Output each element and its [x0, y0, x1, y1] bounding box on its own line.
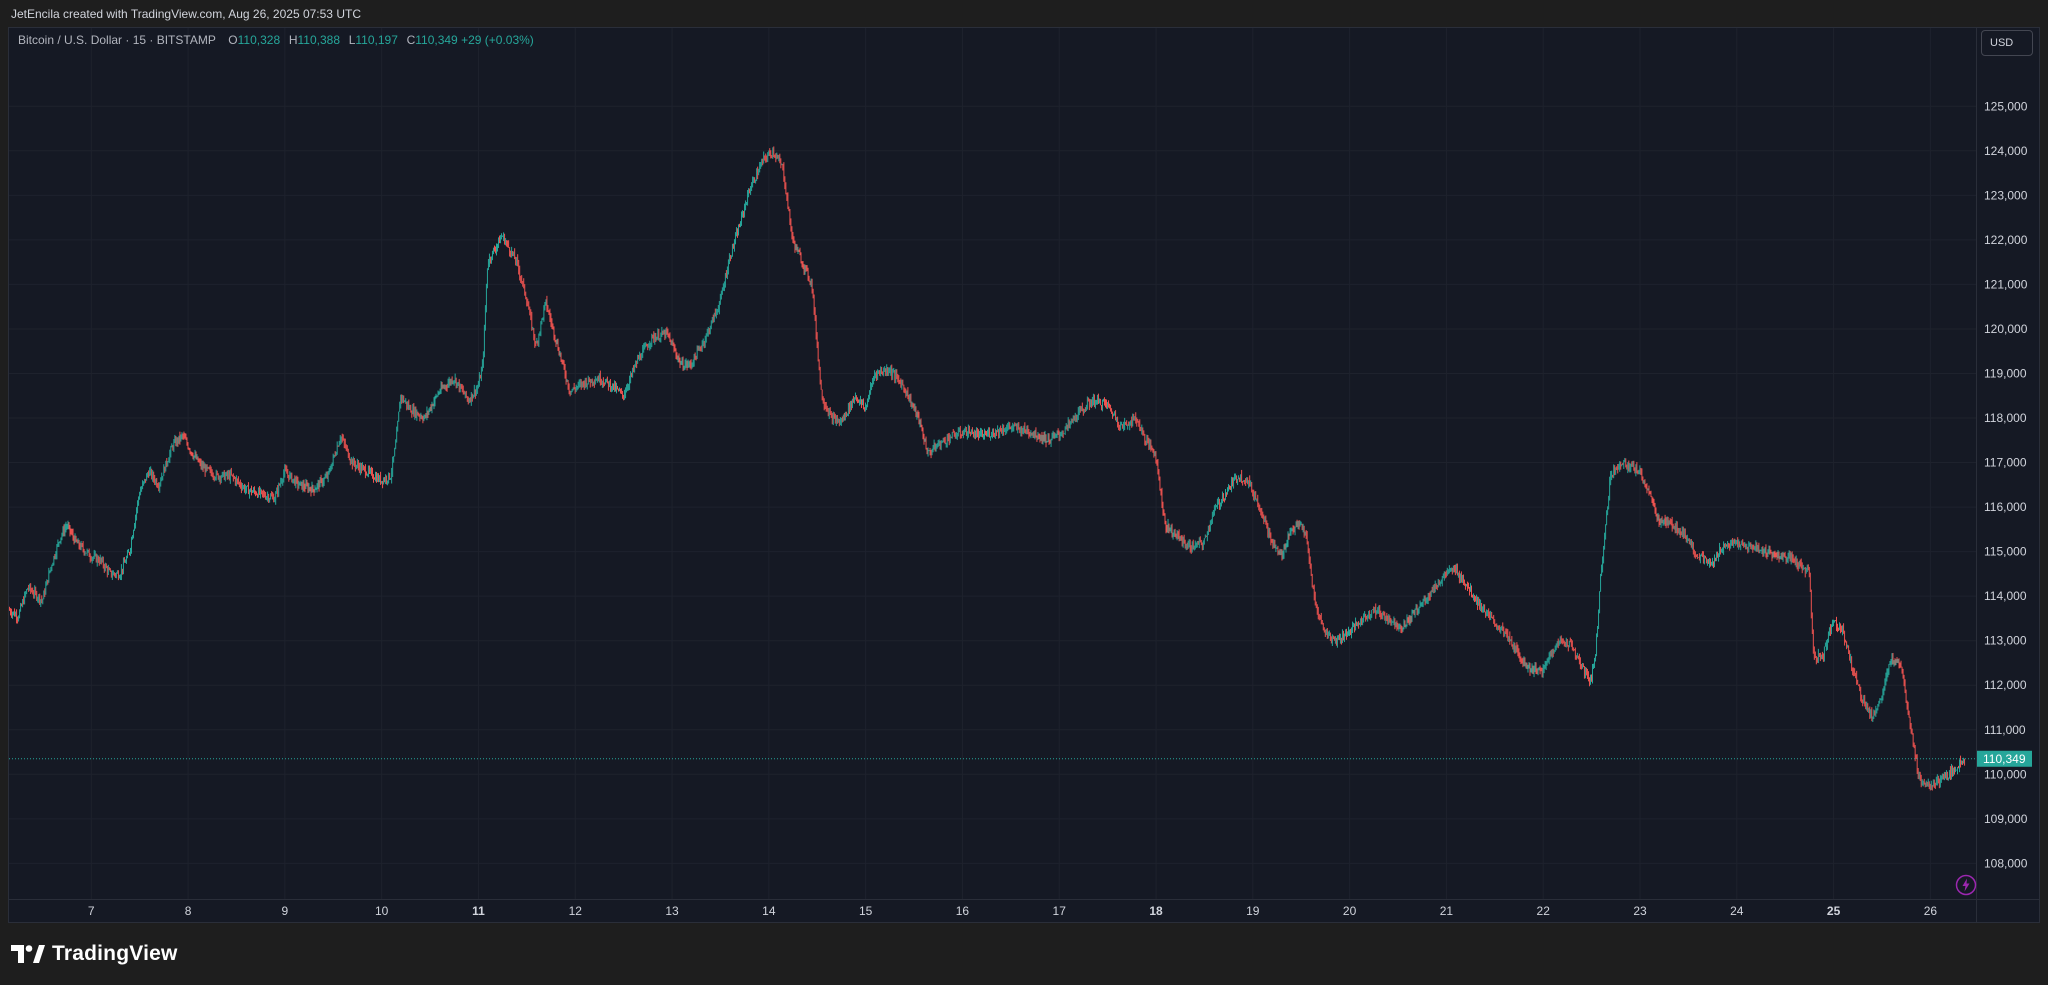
tradingview-wordmark: TradingView: [52, 942, 178, 965]
price-chart[interactable]: 108,000 109,000 110,000 111,000 112,000 113,0…: [9, 28, 2039, 922]
time-tick-label: 23: [1633, 904, 1647, 918]
price-tick-label: 114,000: [1984, 589, 2027, 603]
time-axis[interactable]: 7 8 9 10 11 12 13 14 15 16 17 18 19 20 21 22 23 24 25 26: [88, 904, 1937, 918]
price-tick-label: 118,000: [1984, 411, 2027, 425]
time-tick-label: 9: [282, 904, 289, 918]
time-tick-label: 12: [569, 904, 583, 918]
price-tick-label: 115,000: [1984, 545, 2027, 559]
price-tick-label: 123,000: [1984, 188, 2028, 202]
price-axis[interactable]: 108,000 109,000 110,000 111,000 112,000 113,0…: [1984, 99, 2028, 870]
time-tick-label: 7: [88, 904, 95, 918]
time-tick-label: 17: [1053, 904, 1067, 918]
price-tick-label: 110,000: [1984, 767, 2027, 781]
last-price-badge-label: 110,349: [1983, 752, 2026, 766]
price-tick-label: 113,000: [1984, 634, 2027, 648]
time-tick-label: 21: [1440, 904, 1454, 918]
footer-bar: [0, 923, 2048, 985]
time-tick-label: 10: [375, 904, 389, 918]
price-tick-label: 117,000: [1984, 456, 2027, 470]
last-price-badge: 110,349: [1977, 750, 2032, 767]
chart-pane[interactable]: 108,000 109,000 110,000 111,000 112,000 113,0…: [8, 27, 2040, 923]
price-tick-label: 109,000: [1984, 812, 2028, 826]
price-tick-label: 120,000: [1984, 322, 2028, 336]
open-value: 110,328: [237, 33, 281, 47]
price-tick-label: 121,000: [1984, 277, 2028, 291]
grid-lines: [9, 28, 1976, 899]
low-label: L: [348, 33, 356, 47]
price-tick-label: 108,000: [1984, 856, 2028, 870]
price-tick-label: 125,000: [1984, 99, 2028, 113]
axis-separators: [9, 28, 2039, 922]
candles: [9, 146, 1966, 791]
change-value: +29 (+0.03%): [461, 33, 534, 47]
time-tick-label: 24: [1730, 904, 1744, 918]
price-tick-label: 124,000: [1984, 144, 2028, 158]
price-tick-label: 116,000: [1984, 500, 2027, 514]
close-label: C: [406, 33, 416, 47]
high-value: 110,388: [297, 33, 341, 47]
time-tick-label: 22: [1537, 904, 1551, 918]
low-value: 110,197: [355, 33, 398, 47]
tradingview-logo-icon: [11, 945, 45, 963]
time-tick-label: 26: [1924, 904, 1938, 918]
price-tick-label: 111,000: [1984, 723, 2026, 737]
time-tick-label: 18: [1149, 904, 1163, 918]
attribution-header: JetEncila created with TradingView.com, …: [0, 0, 2048, 27]
time-tick-label: 14: [762, 904, 776, 918]
price-tick-label: 122,000: [1984, 233, 2028, 247]
time-tick-label: 8: [185, 904, 192, 918]
open-label: O: [228, 33, 238, 47]
time-tick-label: 25: [1827, 904, 1841, 918]
price-tick-label: 119,000: [1984, 366, 2027, 380]
symbol-legend: Bitcoin / U.S. Dollar · 15 · BITSTAMP O1…: [18, 33, 534, 47]
time-tick-label: 20: [1343, 904, 1357, 918]
tradingview-logo[interactable]: TradingView: [11, 940, 178, 968]
lightning-icon[interactable]: [1954, 873, 1978, 897]
symbol-name[interactable]: Bitcoin / U.S. Dollar · 15 · BITSTAMP: [18, 33, 216, 47]
time-tick-label: 19: [1246, 904, 1260, 918]
price-tick-label: 112,000: [1984, 678, 2027, 692]
close-value: 110,349: [415, 33, 458, 47]
currency-button[interactable]: USD: [1981, 30, 2033, 56]
time-tick-label: 15: [859, 904, 873, 918]
high-label: H: [288, 33, 298, 47]
time-tick-label: 16: [956, 904, 970, 918]
time-tick-label: 11: [472, 904, 485, 918]
time-tick-label: 13: [665, 904, 679, 918]
last-price-badge-bg: [1977, 750, 2032, 767]
